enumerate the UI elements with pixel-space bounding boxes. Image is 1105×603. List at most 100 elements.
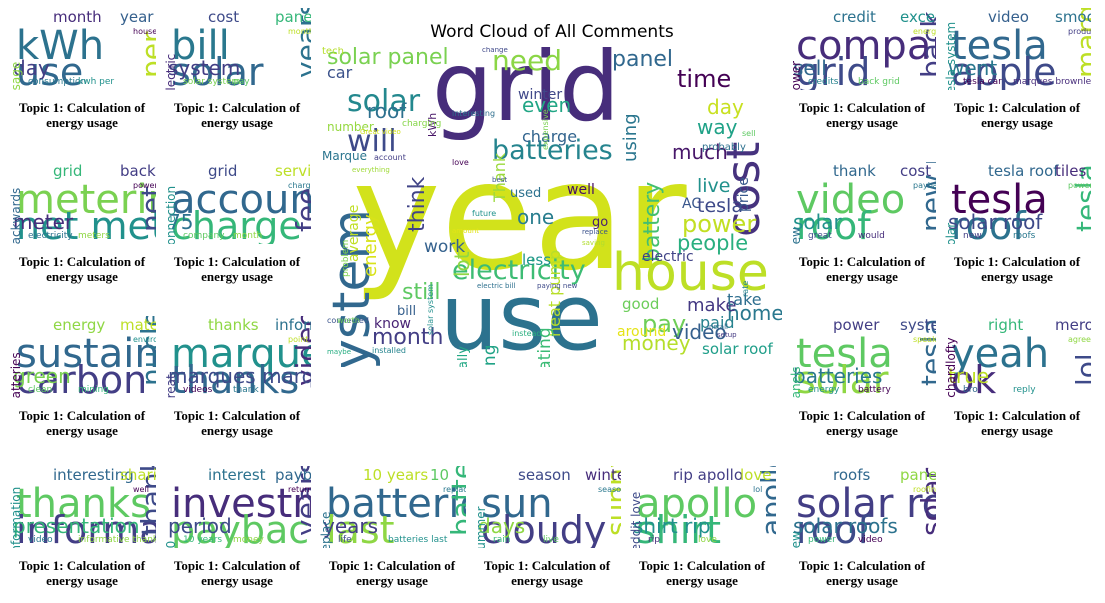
topic-caption: Topic 1: Calculation of energy usage — [328, 558, 456, 588]
word-problem: problem — [341, 239, 351, 277]
word-went: went — [948, 56, 998, 80]
word-rate: rate — [741, 280, 750, 297]
topic-caption: Topic 1: Calculation of energy usage — [953, 408, 1081, 438]
word-consumption: consumption — [28, 77, 87, 87]
word-will: will — [347, 124, 397, 159]
word-true: true — [948, 364, 990, 388]
word-apple: apple — [951, 50, 1057, 90]
word-solar: solar — [171, 50, 264, 90]
word-interesting: interesting — [452, 109, 496, 118]
word-probably: probably — [702, 142, 746, 153]
word-company: company — [183, 231, 225, 241]
word-net: net — [135, 186, 156, 232]
word-new: new — [963, 231, 982, 241]
word-energy: energy — [360, 214, 381, 277]
word-video: video — [988, 8, 1029, 26]
word-work: work — [424, 237, 466, 257]
word-home: home — [727, 301, 782, 325]
word-meters: meters — [78, 231, 110, 241]
word-investment: investment — [171, 481, 311, 527]
word-ok: ok — [951, 358, 997, 398]
word-video: video — [672, 320, 727, 344]
word-rip: rip — [648, 535, 660, 545]
word-usage: usage — [9, 61, 23, 90]
word-day: day — [13, 56, 50, 80]
word-cloudy: cloudy — [481, 508, 607, 548]
word-grid: grid — [796, 50, 871, 90]
word-video: video — [28, 535, 53, 545]
word-month: month — [372, 325, 444, 350]
word-charge: charge — [522, 127, 578, 146]
topic-caption: Topic 1: Calculation of energy usage — [798, 254, 926, 284]
word-one: one — [517, 205, 555, 229]
topic-cloud-panel: suncloudysunnydaysseasonwintersummerrain… — [473, 466, 621, 548]
word-power: power — [808, 535, 836, 545]
word-way: way — [697, 115, 738, 139]
word-shirt-rip: shirt rip — [633, 514, 711, 538]
topic-cloud-panel: investmentpaybackyearsperiodinterestpayb… — [163, 466, 311, 548]
word-panel: panel — [612, 47, 674, 72]
word-merojeff: merojeff — [1055, 316, 1091, 334]
word-make: make — [687, 295, 737, 316]
word-green: green — [13, 364, 71, 388]
word-roof: roof — [951, 204, 1026, 244]
word-replacement: replacement — [443, 485, 466, 494]
word-marques-marques: marques marques — [168, 364, 311, 388]
word-people: people — [677, 231, 749, 255]
word-month: month — [288, 27, 311, 36]
word-energy: energy — [53, 316, 106, 334]
word-apollo: apollo — [636, 481, 758, 527]
word-solar-roof: solar roof — [948, 210, 1043, 234]
word-go: go — [592, 215, 609, 230]
topic-cloud-panel: accountchargefee 75 grid service connection c… — [163, 162, 311, 244]
word-new: new — [789, 227, 803, 244]
word-roof: roof — [367, 99, 407, 123]
word-informative: informative — [275, 316, 311, 334]
word-money: money — [622, 331, 691, 355]
word-backwards: backwards — [9, 187, 23, 244]
word-panels: panels — [275, 8, 311, 26]
word-roof: roof — [796, 204, 871, 244]
word-lol: lol — [753, 485, 763, 494]
word-connection: connection — [164, 185, 178, 244]
word-presentation: presentation — [13, 514, 140, 538]
word-company: company — [796, 23, 936, 69]
word-new: new — [789, 531, 803, 548]
word-still: still — [402, 280, 441, 305]
word-rip-apollo: rip apollo — [673, 466, 744, 484]
word-thanks-marques: thanks marques — [171, 358, 311, 398]
word-electricity: electricity — [452, 255, 586, 286]
word-time: time — [677, 65, 732, 93]
word-install: install — [707, 323, 728, 331]
word-solar-panel: solar panel — [327, 47, 449, 70]
topic-caption: Topic 1: Calculation of energy usage — [173, 254, 301, 284]
word-cost: cost — [900, 162, 932, 180]
topic-cloud-panel: billsolaryearssystemcostpanelselectricso… — [163, 8, 311, 90]
word-worth: worth — [337, 316, 360, 325]
topic-caption: Topic 1: Calculation of energy usage — [483, 558, 611, 588]
word-yeah: yeah — [951, 331, 1050, 377]
word-everything: everything — [352, 166, 390, 174]
topic-cloud-panel: companygridbacksellcreditexcesspowercred… — [788, 8, 936, 90]
word-per: per — [135, 31, 156, 78]
word-tesla: tesla — [697, 195, 743, 217]
word-car: car — [327, 63, 353, 82]
word-video: video — [858, 535, 883, 545]
topic-cloud-panel: thanksinformativethankpresentationintere… — [8, 466, 156, 548]
word-change: change — [482, 47, 508, 54]
word-know: know — [374, 316, 411, 332]
word-days: days — [478, 514, 526, 538]
word-tesla-roof: tesla roof — [988, 162, 1059, 180]
word-bill: bill — [171, 23, 230, 69]
word-money: money — [233, 535, 264, 545]
word-solar: solar — [793, 210, 842, 234]
word-would: would — [858, 231, 885, 241]
word-thanks: thanks — [16, 481, 151, 527]
word-point: point — [288, 335, 309, 344]
word-thank: thank — [233, 385, 259, 395]
word-speaker: speaker — [913, 335, 936, 344]
topic-caption: Topic 1: Calculation of energy usage — [173, 558, 301, 588]
topic-caption: Topic 1: Calculation of energy usage — [798, 558, 926, 588]
word-month: month — [53, 8, 102, 26]
